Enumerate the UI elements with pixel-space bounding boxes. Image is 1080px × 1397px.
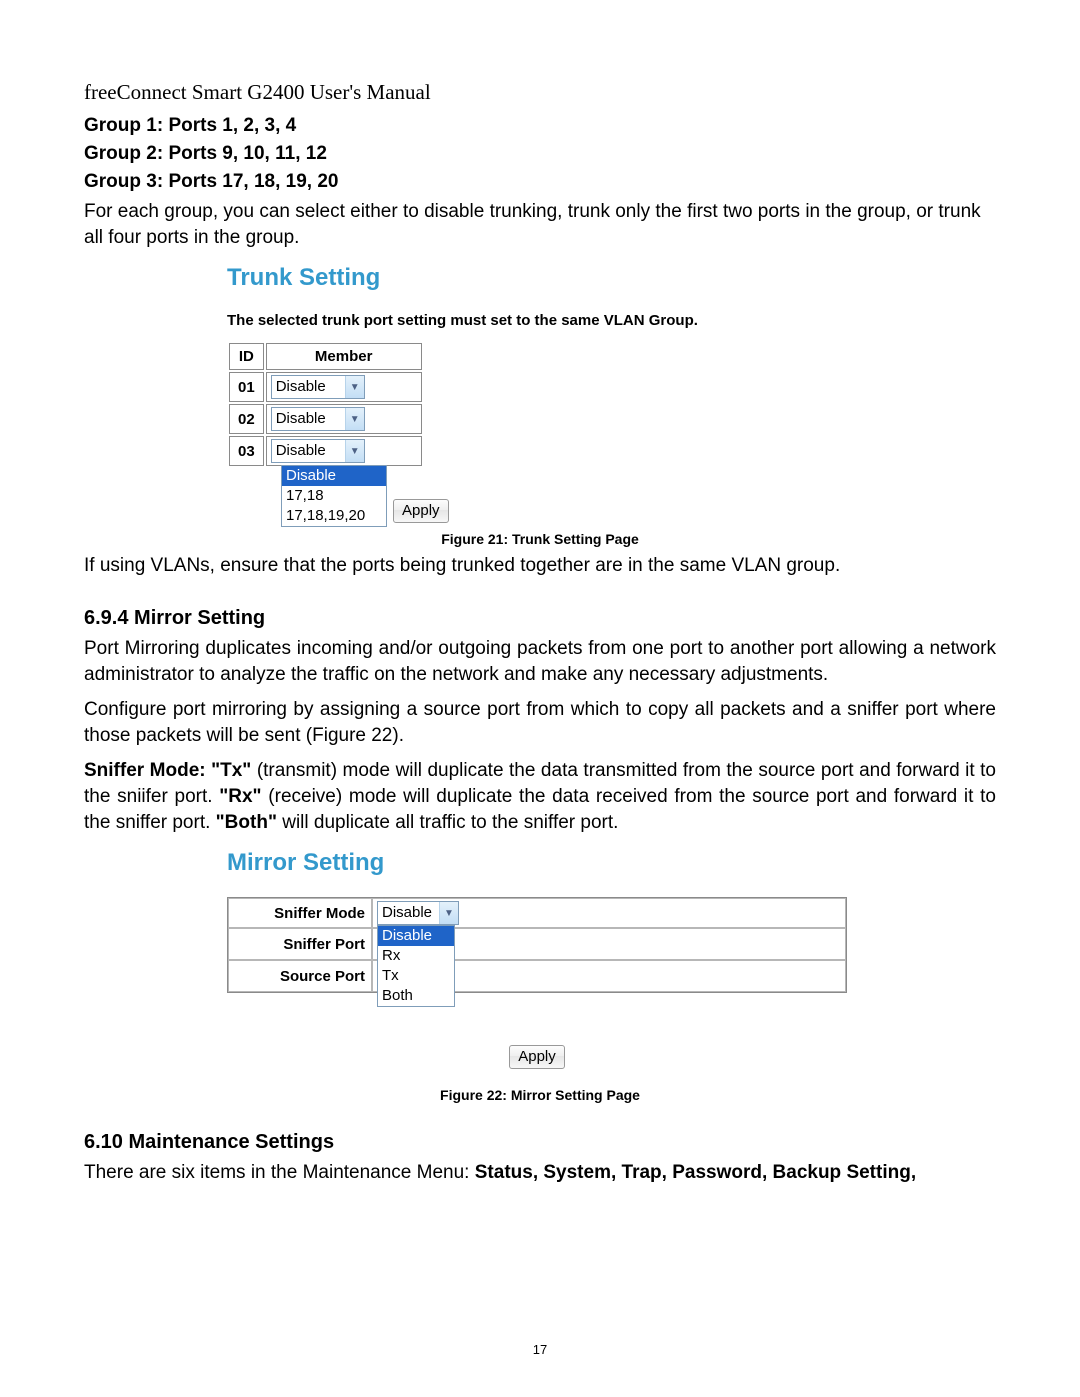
sniffer-mode-paragraph: Sniffer Mode: "Tx" (transmit) mode will … [84, 758, 996, 835]
mirror-label-source-port: Source Port [228, 960, 372, 992]
trunk-row-id: 01 [229, 372, 264, 402]
trunk-option[interactable]: 17,18,19,20 [282, 506, 386, 526]
maint-intro-b: Status, System, Trap, Password, Backup S… [475, 1162, 916, 1183]
trunk-row-id: 02 [229, 404, 264, 434]
trunk-option[interactable]: 17,18 [282, 486, 386, 506]
trunk-apply-button[interactable]: Apply [393, 499, 449, 523]
trunk-setting-figure: Trunk Setting The selected trunk port se… [227, 264, 867, 527]
sniffer-mode-value: Disable [378, 902, 439, 924]
sniffer-text: will duplicate all traffic to the sniffe… [277, 812, 618, 833]
trunk-select-value: Disable [272, 376, 345, 398]
vlan-note-text: If using VLANs, ensure that the ports be… [84, 553, 996, 579]
trunk-row-id: 03 [229, 436, 264, 466]
trunk-dropdown-open[interactable]: Disable 17,18 17,18,19,20 [281, 465, 387, 527]
manual-header: freeConnect Smart G2400 User's Manual [84, 80, 996, 105]
trunk-col-member: Member [266, 343, 422, 370]
trunk-select-value: Disable [272, 408, 345, 430]
figure21-caption: Figure 21: Trunk Setting Page [84, 531, 996, 547]
sniffer-mode-option[interactable]: Rx [378, 946, 454, 966]
sniffer-mode-select[interactable]: Disable ▼ [377, 901, 459, 925]
group2-label: Group 2: Ports 9, 10, 11, 12 [84, 143, 996, 165]
chevron-down-icon: ▼ [345, 408, 364, 430]
sniffer-mode-dropdown[interactable]: Disable Rx Tx Both [377, 925, 455, 1007]
trunk-intro-text: For each group, you can select either to… [84, 199, 996, 250]
trunk-row: 01 Disable ▼ [229, 372, 422, 402]
sniffer-bold-both: "Both" [216, 812, 277, 833]
mirror-label-sniffer-port: Sniffer Port [228, 928, 372, 960]
trunk-select-01[interactable]: Disable ▼ [271, 375, 365, 399]
trunk-option[interactable]: Disable [282, 466, 386, 486]
trunk-row: 03 Disable ▼ [229, 436, 422, 466]
group3-label: Group 3: Ports 17, 18, 19, 20 [84, 171, 996, 193]
trunk-row: 02 Disable ▼ [229, 404, 422, 434]
trunk-col-id: ID [229, 343, 264, 370]
group1-label: Group 1: Ports 1, 2, 3, 4 [84, 115, 996, 137]
maintenance-intro-text: There are six items in the Maintenance M… [84, 1160, 996, 1186]
sniffer-mode-option[interactable]: Disable [378, 926, 454, 946]
sniffer-bold-rx: "Rx" [219, 786, 261, 807]
mirror-apply-button[interactable]: Apply [509, 1045, 565, 1069]
figure22-caption: Figure 22: Mirror Setting Page [84, 1087, 996, 1103]
mirror-label-sniffer-mode: Sniffer Mode [228, 898, 372, 928]
maint-intro-a: There are six items in the Maintenance M… [84, 1162, 475, 1183]
trunk-select-03[interactable]: Disable ▼ [271, 439, 365, 463]
mirror-paragraph-2: Configure port mirroring by assigning a … [84, 697, 996, 748]
trunk-select-value: Disable [272, 440, 345, 462]
page: freeConnect Smart G2400 User's Manual Gr… [0, 0, 1080, 1397]
mirror-setting-title: Mirror Setting [227, 849, 867, 877]
trunk-table: ID Member 01 Disable ▼ 02 Disable ▼ [227, 341, 424, 468]
page-number: 17 [0, 1342, 1080, 1357]
trunk-setting-note: The selected trunk port setting must set… [227, 312, 867, 329]
mirror-table: Sniffer Mode Disable ▼ Disable Rx Tx Bot… [227, 897, 847, 993]
sniffer-mode-option[interactable]: Tx [378, 966, 454, 986]
chevron-down-icon: ▼ [345, 376, 364, 398]
chevron-down-icon: ▼ [345, 440, 364, 462]
maintenance-settings-heading: 6.10 Maintenance Settings [84, 1131, 996, 1154]
mirror-paragraph-1: Port Mirroring duplicates incoming and/o… [84, 636, 996, 687]
sniffer-mode-option[interactable]: Both [378, 986, 454, 1006]
chevron-down-icon: ▼ [439, 902, 458, 924]
trunk-setting-title: Trunk Setting [227, 264, 867, 292]
trunk-select-02[interactable]: Disable ▼ [271, 407, 365, 431]
sniffer-bold-tx: Sniffer Mode: "Tx" [84, 760, 251, 781]
mirror-setting-figure: Mirror Setting Sniffer Mode Disable ▼ Di… [227, 849, 867, 1069]
mirror-setting-heading: 6.9.4 Mirror Setting [84, 607, 996, 630]
